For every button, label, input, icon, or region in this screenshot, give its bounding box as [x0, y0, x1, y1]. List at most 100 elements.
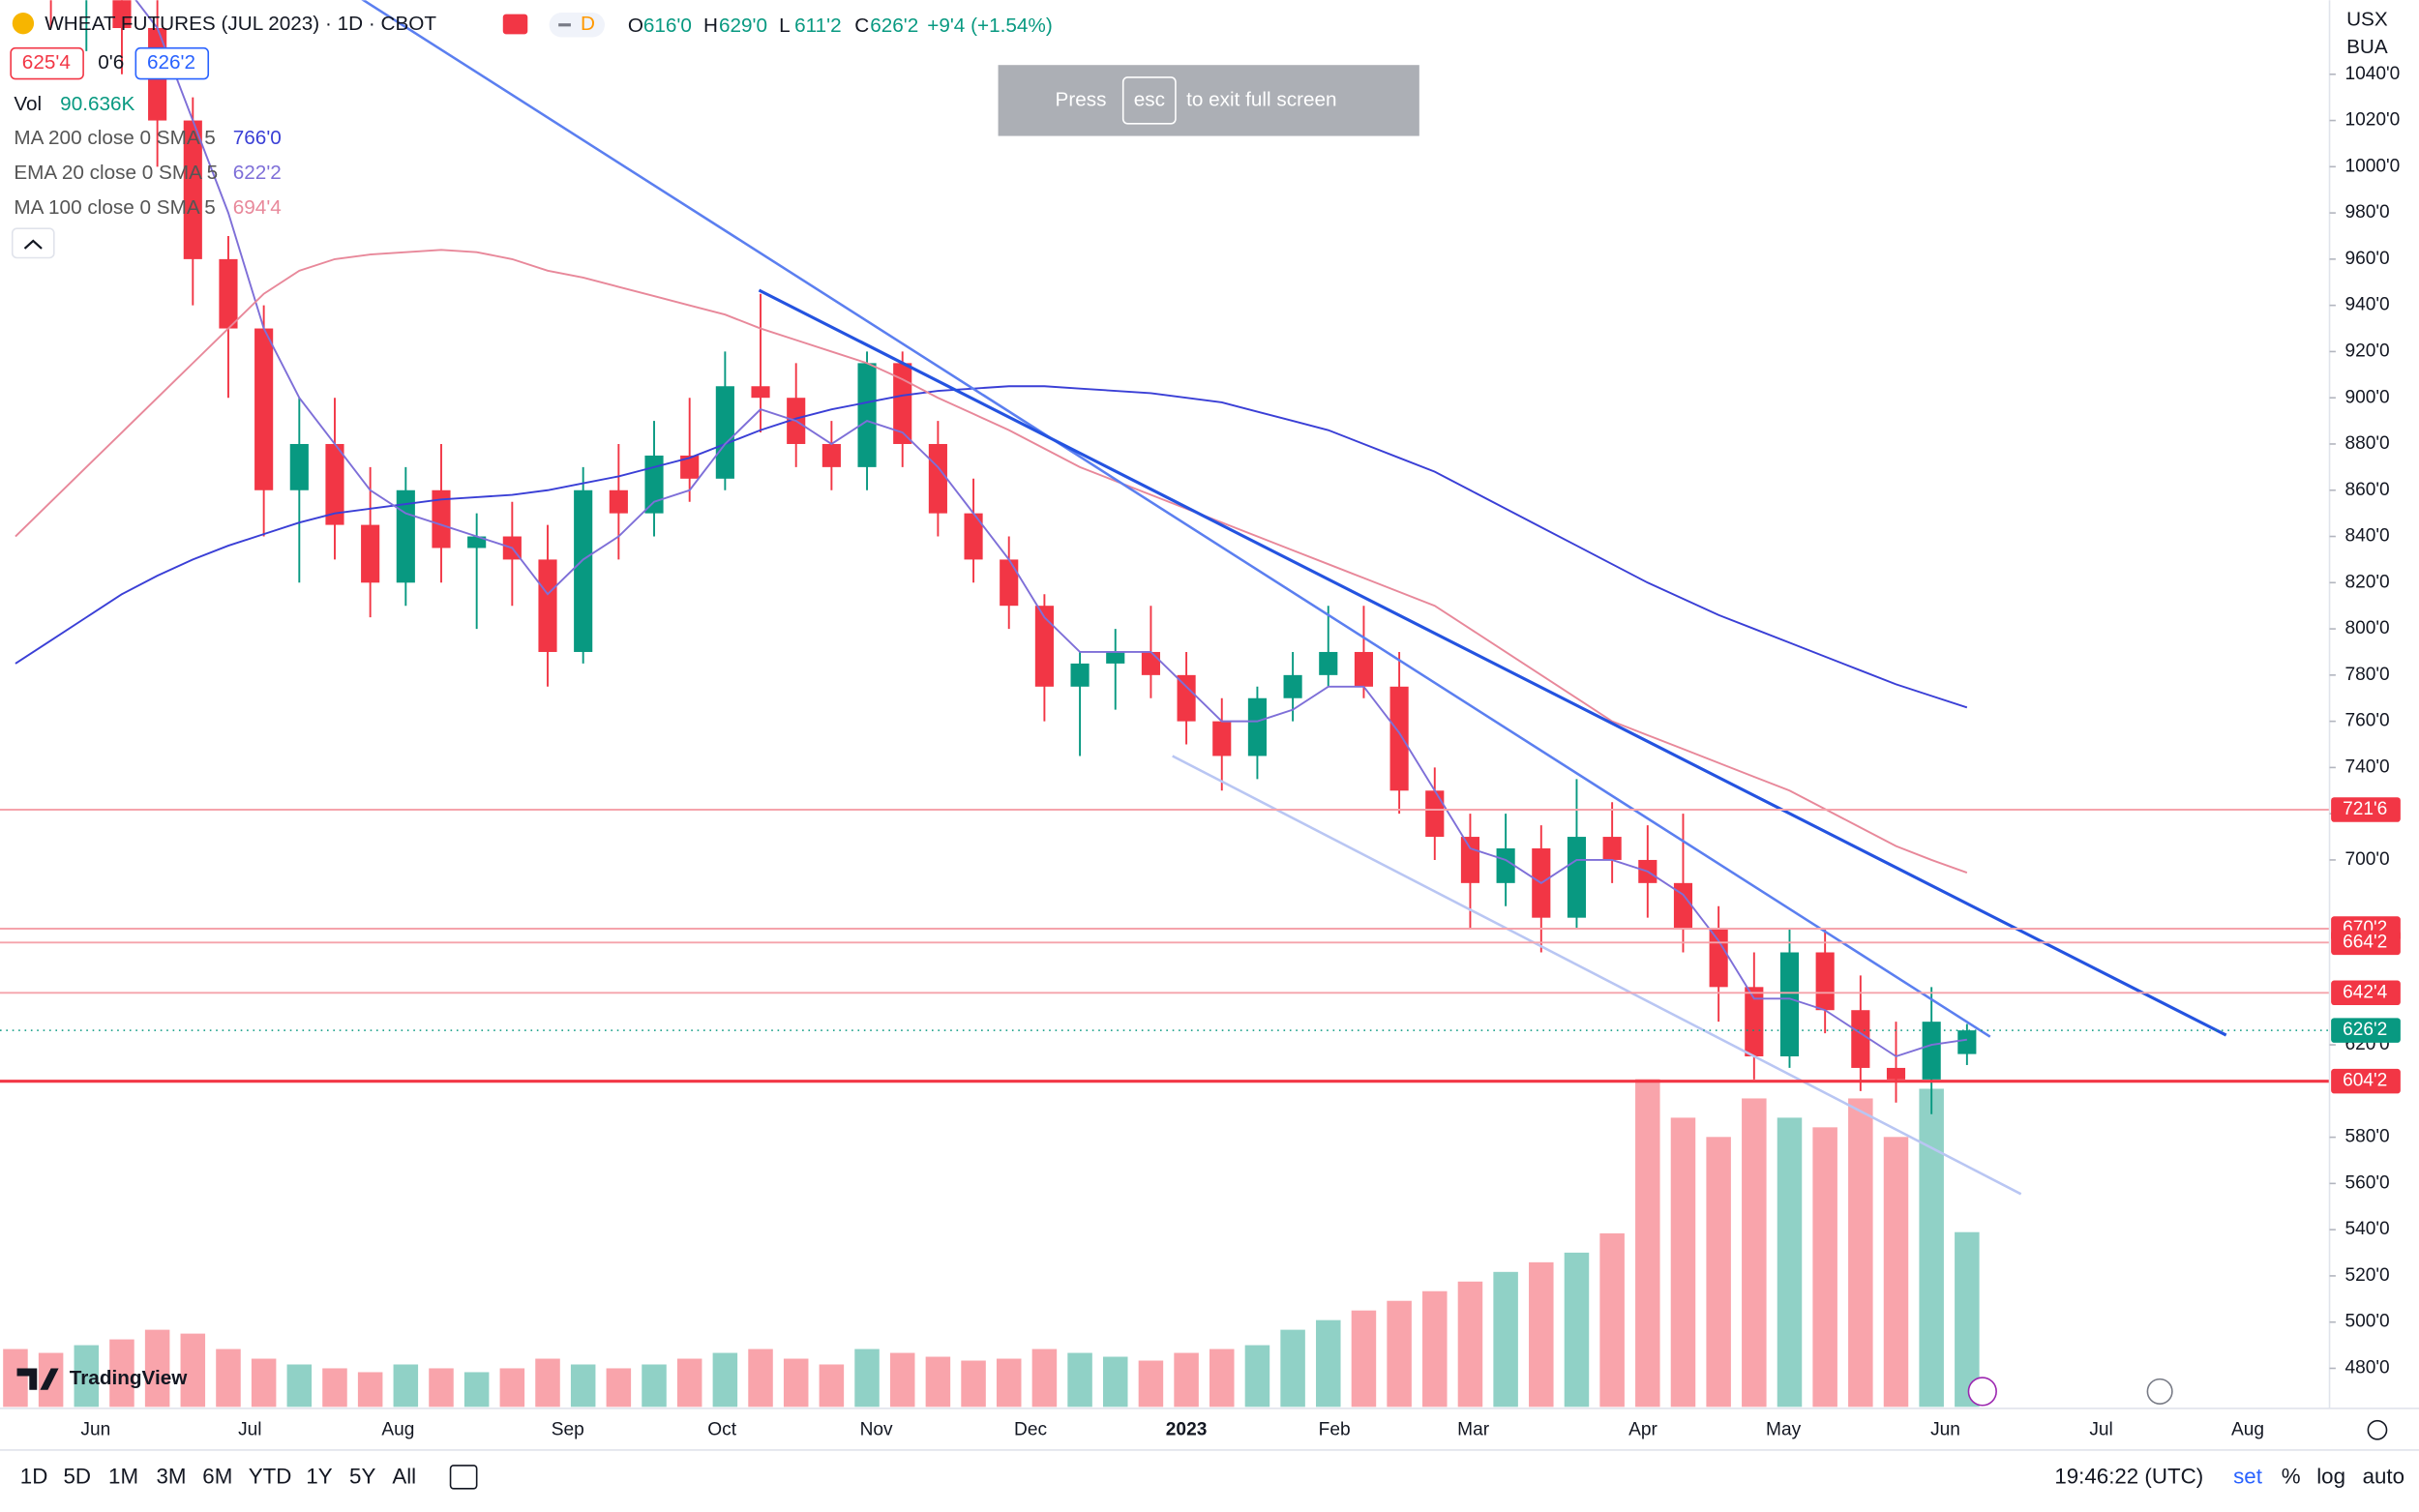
- moving-average: [134, 0, 1967, 1058]
- volume-bar: [1102, 1356, 1128, 1408]
- range-button[interactable]: All: [392, 1465, 416, 1489]
- range-button[interactable]: 3M: [156, 1465, 186, 1489]
- x-tick-label: Nov: [860, 1419, 893, 1439]
- collapse-button[interactable]: [11, 227, 55, 259]
- trend-line[interactable]: [758, 288, 2227, 1037]
- y-tick-label: 1000'0: [2344, 156, 2400, 176]
- symbol-title[interactable]: WHEAT FUTURES (JUL 2023) · 1D · CBOT: [45, 13, 436, 35]
- last-price-label: 626'2: [2343, 1020, 2387, 1040]
- axis-option[interactable]: log: [2316, 1465, 2345, 1489]
- volume-bar: [74, 1345, 100, 1408]
- ohlc-value: 616'0: [643, 15, 692, 37]
- x-tick-label: Apr: [1628, 1419, 1657, 1439]
- y-tick-label: 780'0: [2344, 665, 2389, 685]
- ohlc-value: 629'0: [719, 15, 767, 37]
- range-button[interactable]: 6M: [202, 1465, 232, 1489]
- trend-line[interactable]: [1172, 755, 2022, 1196]
- flag[interactable]: [502, 14, 528, 35]
- y-tick-label: 760'0: [2344, 711, 2389, 731]
- x-tick-label: Oct: [707, 1419, 736, 1439]
- candle-body: [396, 489, 415, 583]
- x-tick-label: Jun: [1930, 1419, 1960, 1439]
- ohlc-key: H: [703, 15, 718, 37]
- settings-icon[interactable]: [2367, 1419, 2388, 1440]
- event-icon[interactable]: [2146, 1378, 2173, 1405]
- volume-bar: [1706, 1137, 1731, 1408]
- calendar-icon[interactable]: [449, 1465, 478, 1490]
- candle-body: [1673, 882, 1693, 930]
- candle-body: [538, 559, 557, 652]
- x-tick-label: 2023: [1166, 1419, 1208, 1439]
- legend-value: 766'0: [233, 127, 282, 149]
- range-button[interactable]: 1Y: [306, 1465, 332, 1489]
- ask-box[interactable]: [134, 46, 210, 80]
- candle-body: [1745, 987, 1764, 1056]
- candle-body: [325, 443, 344, 525]
- range-button[interactable]: YTD: [249, 1465, 292, 1489]
- level-label-box: [2331, 930, 2401, 956]
- candle-body: [1957, 1030, 1977, 1054]
- volume-bar: [286, 1364, 313, 1408]
- range-button[interactable]: 1D: [20, 1465, 48, 1489]
- trend-line[interactable]: [340, 0, 1991, 1038]
- range-button[interactable]: 5Y: [349, 1465, 375, 1489]
- candle-body: [644, 455, 664, 514]
- volume-bar: [819, 1364, 845, 1408]
- candle-body: [715, 386, 734, 479]
- volume-bar: [961, 1360, 986, 1408]
- volume-bar: [1742, 1098, 1767, 1408]
- event-icon[interactable]: [1967, 1377, 1997, 1407]
- range-button[interactable]: 1M: [108, 1465, 138, 1489]
- candle-body: [893, 363, 912, 444]
- y-tick-label: 560'0: [2344, 1172, 2389, 1193]
- y-tick-label: 540'0: [2344, 1219, 2389, 1239]
- volume-bar: [1777, 1117, 1803, 1408]
- bid-box[interactable]: [10, 46, 84, 80]
- x-tick-label: Aug: [2231, 1419, 2264, 1439]
- volume-bar: [109, 1339, 134, 1408]
- candle-body: [432, 489, 451, 548]
- volume-pane: [3, 1079, 1980, 1408]
- last-price-box: [2331, 1018, 2401, 1043]
- volume-bar: [463, 1372, 490, 1408]
- ohlc-key: L: [779, 15, 791, 37]
- brand: TradingView: [70, 1367, 189, 1389]
- candle-body: [609, 489, 628, 514]
- y-tick-label: 580'0: [2344, 1127, 2389, 1147]
- x-tick-label: Sep: [552, 1419, 584, 1439]
- levels: [0, 809, 2330, 1083]
- level-label-box: [2331, 797, 2401, 822]
- moving-averages: [15, 0, 1968, 1058]
- ohlc: O 616'0 H 629'0 L 611'2 C 626'2: [628, 15, 918, 37]
- candle-body: [1177, 674, 1196, 722]
- axis-option[interactable]: set: [2233, 1465, 2263, 1489]
- plot-area: [0, 0, 2330, 1408]
- volume-bar: [1635, 1079, 1660, 1408]
- bid: 625'4: [22, 51, 71, 74]
- axis-option[interactable]: auto: [2363, 1465, 2404, 1489]
- unit[interactable]: USX: [2346, 8, 2388, 30]
- range-button[interactable]: 5D: [63, 1465, 91, 1489]
- axis-option[interactable]: %: [2282, 1465, 2301, 1489]
- candle-body: [1460, 837, 1480, 883]
- volume-bar: [1848, 1098, 1873, 1408]
- level-label: 721'6: [2343, 799, 2387, 819]
- candle-body: [680, 455, 700, 479]
- ohlc-key: O: [628, 15, 643, 37]
- badge[interactable]: [549, 13, 605, 38]
- legend-value: 90.636K: [60, 93, 134, 115]
- moving-average: [15, 249, 1968, 874]
- candle-body: [1602, 837, 1622, 860]
- legend-name[interactable]: Vol: [14, 93, 42, 115]
- candle-body: [1106, 651, 1125, 664]
- volume-bar: [1670, 1117, 1696, 1408]
- candle-body: [1709, 929, 1728, 988]
- volume-bar: [1422, 1290, 1448, 1408]
- unit[interactable]: BUA: [2346, 36, 2388, 58]
- volume-bar: [393, 1364, 419, 1408]
- price-axis: 1040'0 1020'0 1000'0 980'0 960'0 940'0 920'0 90…: [2329, 64, 2400, 1379]
- clock: 19:46:22 (UTC): [2054, 1465, 2203, 1489]
- volume-bar: [322, 1368, 347, 1408]
- y-tick-label: 500'0: [2344, 1312, 2389, 1332]
- notice-key: [1121, 76, 1177, 125]
